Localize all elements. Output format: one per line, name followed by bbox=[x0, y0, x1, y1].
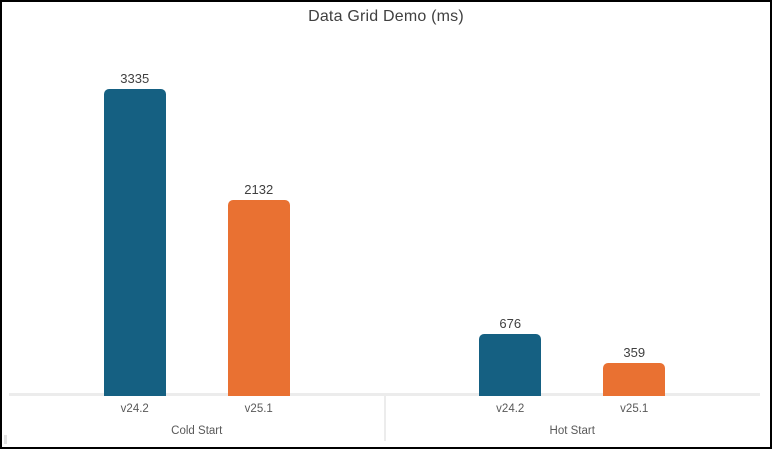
bar-v24-2-hot-start bbox=[479, 334, 542, 396]
bar-v24-2-cold-start bbox=[103, 89, 166, 396]
bar-column-v25-1: 359 bbox=[603, 345, 666, 396]
series-tick-label: v24.2 bbox=[120, 403, 149, 415]
bar-v25-1-hot-start bbox=[603, 363, 666, 396]
series-tick-row: v24.2 v25.1 bbox=[9, 396, 385, 415]
category-group-hot-start: 676 359 v24.2 v25.1 Hot Start bbox=[385, 44, 761, 447]
bar-column-v24-2: 676 bbox=[479, 316, 542, 396]
bar-value-label: 2132 bbox=[244, 182, 274, 197]
bar-value-label: 3335 bbox=[120, 71, 150, 86]
series-tick-label: v25.1 bbox=[244, 403, 273, 415]
category-label-cold-start: Cold Start bbox=[171, 425, 223, 437]
category-group-cold-start: 3335 2132 v24.2 v25.1 Cold Start bbox=[9, 44, 385, 447]
series-tick-row: v24.2 v25.1 bbox=[385, 396, 761, 415]
plot-area: 3335 2132 v24.2 v25.1 Cold Start 676 359 v24.2 v… bbox=[9, 44, 760, 447]
bars-row: 676 359 bbox=[385, 44, 761, 396]
bar-value-label: 359 bbox=[623, 345, 646, 360]
bars-row: 3335 2132 bbox=[9, 44, 385, 396]
bar-column-v25-1: 2132 bbox=[227, 182, 290, 396]
category-label-hot-start: Hot Start bbox=[549, 425, 595, 437]
chart-title: Data Grid Demo (ms) bbox=[308, 8, 464, 25]
series-tick-label: v24.2 bbox=[496, 403, 525, 415]
series-tick-label: v25.1 bbox=[620, 403, 649, 415]
scroll-thumb-fragment bbox=[4, 435, 7, 444]
category-divider-line bbox=[384, 396, 386, 441]
bar-v25-1-cold-start bbox=[227, 200, 290, 396]
bar-value-label: 676 bbox=[499, 316, 522, 331]
x-axis-line bbox=[9, 393, 760, 396]
bar-column-v24-2: 3335 bbox=[103, 71, 166, 396]
